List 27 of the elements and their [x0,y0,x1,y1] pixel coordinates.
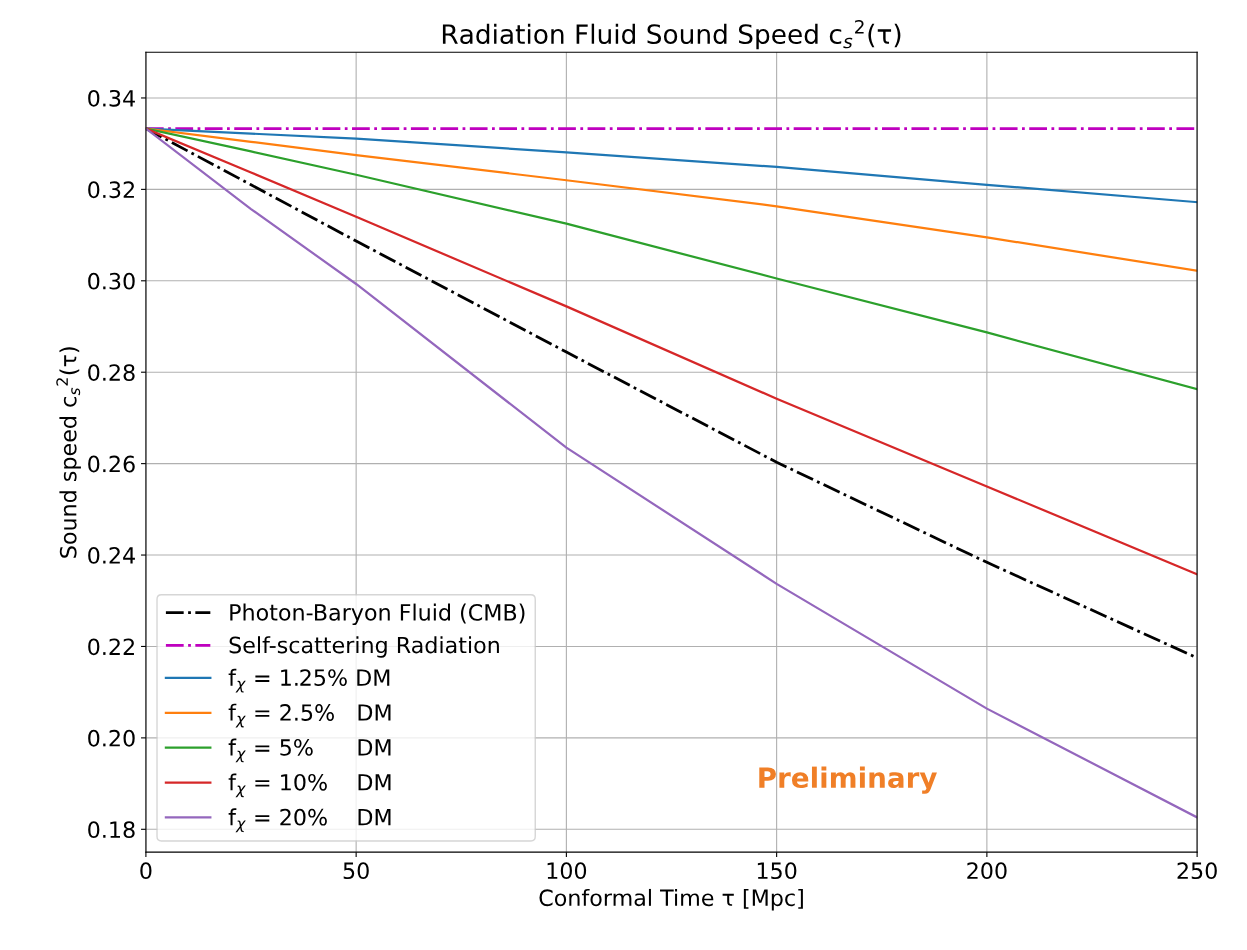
legend-label: f$_{χ}$ = 5% DM [228,738,391,763]
legend-label: Self-scattering Radiation [229,636,499,658]
x-tick-label: 0 [140,862,152,880]
y-tick-label: 0.28 [88,364,135,381]
y-tick-label: 0.30 [88,272,135,290]
y-tick-label: 0.18 [88,821,135,839]
chart-title: Radiation Fluid Sound Speed c$_{s}$$^{2}$(τ) [442,19,901,50]
legend-label: f$_{χ}$ = 1.25% DM [228,668,390,693]
y-axis-title: Sound speed c$_{s}$$^{2}$(τ) [56,347,81,558]
y-tick-label: 0.26 [88,455,135,473]
x-tick-label: 100 [547,862,587,880]
x-axis-title: Conformal Time τ [Mpc] [539,888,803,911]
legend-label: f$_{χ}$ = 2.5% DM [228,703,391,728]
y-tick-label: 0.32 [88,181,134,199]
annotation: Preliminary [759,766,937,794]
x-tick-label: 150 [757,862,797,880]
x-tick-label: 50 [343,862,369,880]
x-tick-label: 200 [967,862,1007,880]
legend-label: Photon-Baryon Fluid (CMB) [230,603,525,626]
y-tick-label: 0.20 [88,729,135,747]
x-tick-label: 250 [1177,862,1217,880]
y-tick-label: 0.34 [88,89,135,107]
legend-label: f$_{χ}$ = 10% DM [228,773,391,798]
legend-label: f$_{χ}$ = 20% DM [228,808,391,833]
y-tick-label: 0.24 [88,546,135,564]
y-tick-label: 0.22 [88,638,134,656]
line-series [145,127,1198,576]
